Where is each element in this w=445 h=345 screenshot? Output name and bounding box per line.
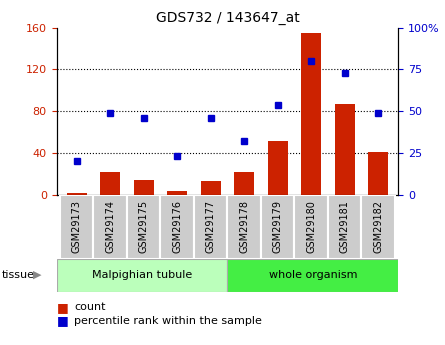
FancyBboxPatch shape — [57, 259, 227, 292]
Text: ■: ■ — [57, 300, 68, 314]
Text: count: count — [74, 302, 106, 312]
Bar — [67, 193, 87, 195]
FancyBboxPatch shape — [227, 195, 261, 259]
Bar — [335, 104, 355, 195]
Bar — [267, 140, 288, 195]
Text: GSM29177: GSM29177 — [206, 200, 216, 253]
Title: GDS732 / 143647_at: GDS732 / 143647_at — [155, 11, 299, 25]
Text: GSM29179: GSM29179 — [273, 200, 283, 253]
Text: GSM29178: GSM29178 — [239, 200, 249, 253]
Bar — [201, 181, 221, 195]
FancyBboxPatch shape — [227, 259, 398, 292]
Text: ■: ■ — [57, 314, 68, 327]
Text: ▶: ▶ — [32, 270, 41, 280]
Bar — [234, 172, 254, 195]
Text: GSM29176: GSM29176 — [172, 200, 182, 253]
Text: tissue: tissue — [2, 270, 35, 280]
Bar — [134, 180, 154, 195]
FancyBboxPatch shape — [194, 195, 227, 259]
FancyBboxPatch shape — [328, 195, 361, 259]
Text: GSM29175: GSM29175 — [139, 200, 149, 253]
Text: GSM29173: GSM29173 — [72, 200, 81, 253]
Bar — [167, 191, 187, 195]
Bar — [100, 172, 120, 195]
Text: Malpighian tubule: Malpighian tubule — [92, 270, 192, 280]
FancyBboxPatch shape — [60, 195, 93, 259]
FancyBboxPatch shape — [361, 195, 395, 259]
Bar — [301, 33, 321, 195]
Text: GSM29181: GSM29181 — [340, 200, 350, 253]
Text: GSM29182: GSM29182 — [373, 200, 383, 253]
Text: GSM29174: GSM29174 — [105, 200, 115, 253]
Text: whole organism: whole organism — [269, 270, 357, 280]
Text: GSM29180: GSM29180 — [306, 200, 316, 253]
FancyBboxPatch shape — [261, 195, 295, 259]
FancyBboxPatch shape — [93, 195, 127, 259]
FancyBboxPatch shape — [160, 195, 194, 259]
Bar — [368, 152, 388, 195]
FancyBboxPatch shape — [127, 195, 160, 259]
Text: percentile rank within the sample: percentile rank within the sample — [74, 316, 262, 326]
FancyBboxPatch shape — [295, 195, 328, 259]
